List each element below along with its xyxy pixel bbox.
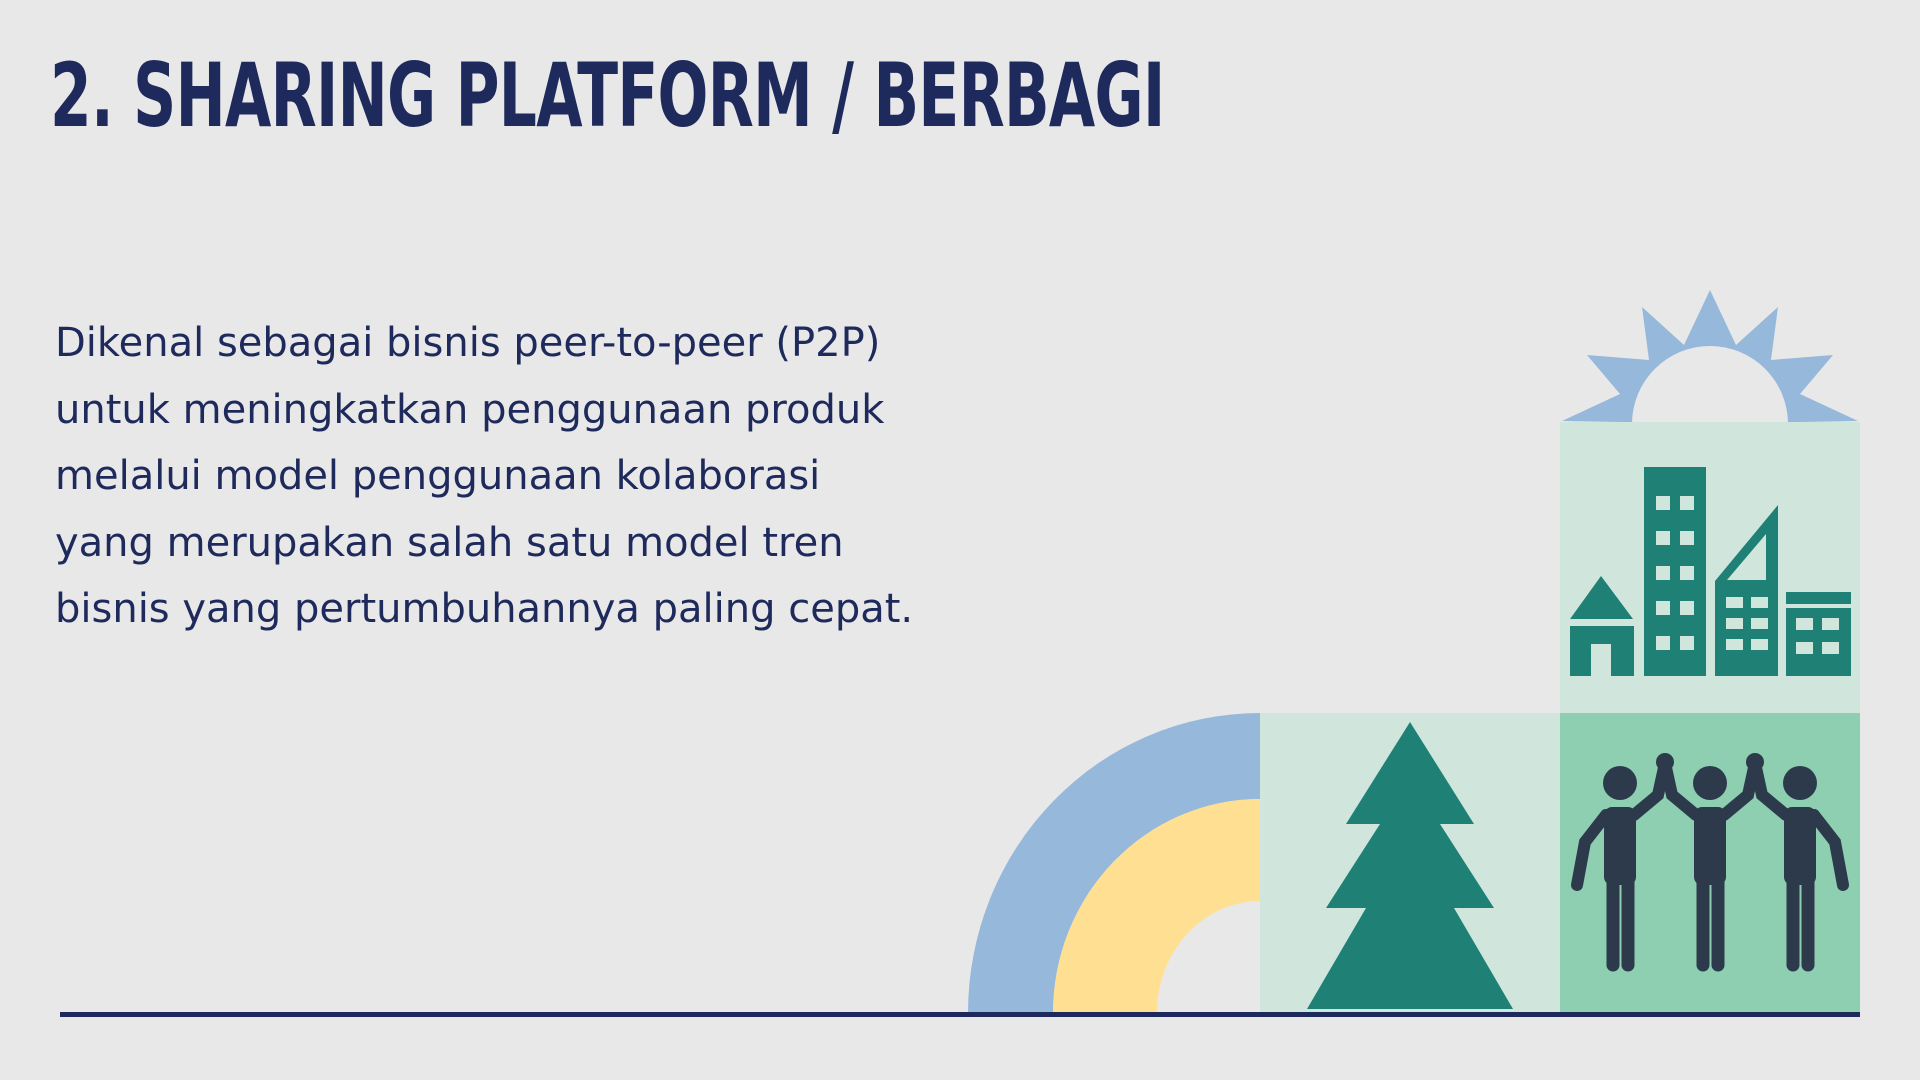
slide-body-text: Dikenal sebagai bisnis peer-to-peer (P2P… [55,320,914,632]
people-high-five-icon [1571,753,1849,972]
baseline-divider [60,1012,1860,1017]
city-buildings-icon [1570,467,1851,676]
pine-tree-icon [1307,722,1513,1009]
slide-title: 2. SHARING PLATFORM / BERBAGI [50,44,1165,147]
rainbow-arc-icon [968,713,1260,1013]
